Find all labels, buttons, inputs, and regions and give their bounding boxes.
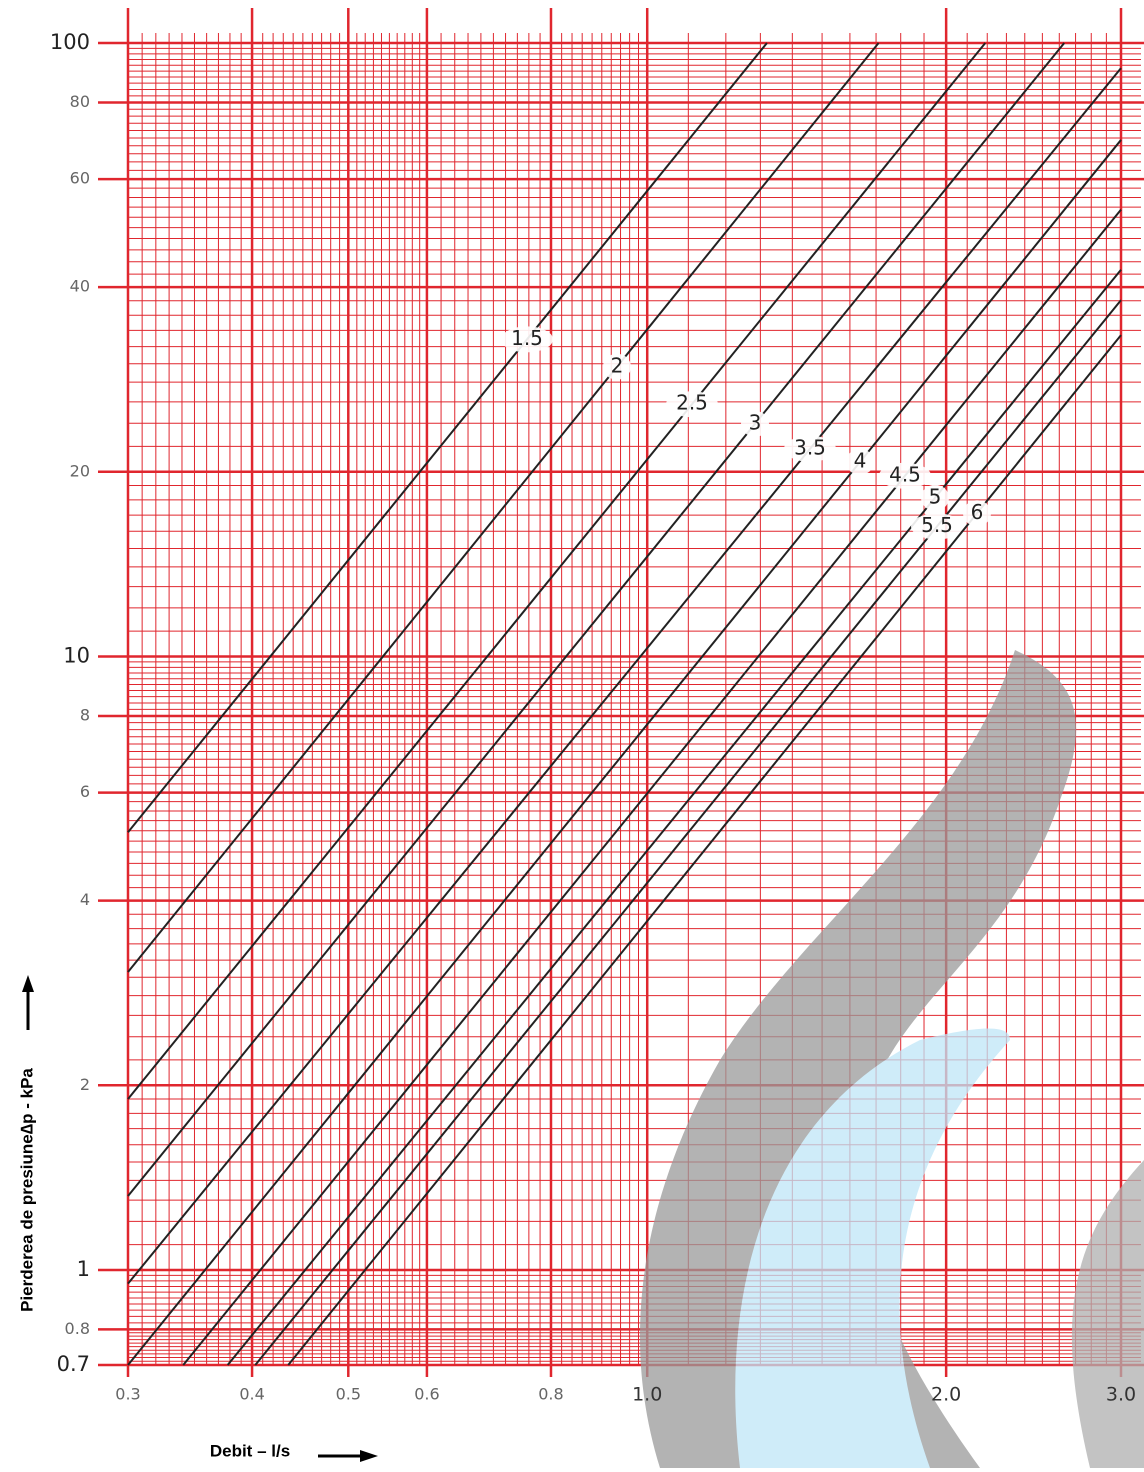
label-bg [921,484,949,511]
series-label: 2.5 [676,391,708,415]
series-label: 1.5 [511,326,543,350]
curve [127,42,880,973]
x-tick-label: 0.8 [538,1385,563,1404]
series-label: 4 [854,448,867,472]
series-label: 4.5 [889,462,921,486]
plot-layer: 0.3 0.4 0.5 0.6 0.8 1.0 2.0 3.0 100 80 60 40 20 10 8 6 4… [50,30,1136,1406]
curve [127,67,1122,1285]
y-tick-label: 2 [80,1075,90,1094]
label-bg [501,326,553,353]
y-arrow-head [22,975,34,992]
y-tick-label: 1 [77,1257,90,1281]
y-tick-label: 0.8 [65,1319,90,1338]
x-tick-label: 0.3 [115,1385,140,1404]
y-tick-label: 100 [50,30,90,54]
y-tick-label: 80 [70,92,90,111]
x-tick-label: 2.0 [931,1384,961,1406]
curve [127,42,1066,1197]
y-axis-title: Pierderea de presiune∆p - kPa [17,1068,36,1312]
label-bg [603,353,631,380]
y-tick-label: 10 [63,643,90,667]
grid-layer [98,8,1144,1377]
curve [226,269,1122,1366]
y-tick-label: 8 [80,705,90,724]
label-bg [846,448,874,475]
y-tick-label: 20 [70,461,90,480]
series-label: 3 [749,410,762,434]
watermark-wave [735,1028,1010,1468]
y-tick-label: 40 [70,277,90,296]
series-label: 3.5 [794,435,826,459]
watermark-swoosh [640,650,1077,1468]
y-tick-label: 4 [80,890,90,909]
series-label: 6 [971,500,984,524]
y-tick-label: 60 [70,169,90,188]
label-bg [963,500,991,527]
curve [127,42,987,1100]
y-tick-label: 0.7 [57,1352,90,1376]
label-bg [911,513,963,540]
x-tick-label: 0.4 [239,1385,264,1404]
series-label: 5.5 [921,513,953,537]
x-arrow-head [360,1450,378,1462]
x-tick-label: 1.0 [632,1384,662,1406]
label-bg [784,435,836,462]
y-tick-label: 6 [80,782,90,801]
curve [127,42,768,833]
curve [182,209,1122,1366]
watermark [640,650,1144,1468]
curve [254,299,1122,1366]
curve [127,139,1122,1366]
series-label: 2 [611,353,624,377]
watermark-swoosh [1071,760,1144,1468]
label-bg [879,462,931,489]
series-label: 5 [929,484,942,508]
label-bg [741,410,769,437]
x-tick-label: 3.0 [1106,1384,1136,1406]
x-tick-label: 0.6 [414,1385,439,1404]
label-bg [666,391,718,418]
x-axis-title: Debit – l/s [210,1441,290,1460]
x-tick-label: 0.5 [336,1385,361,1404]
